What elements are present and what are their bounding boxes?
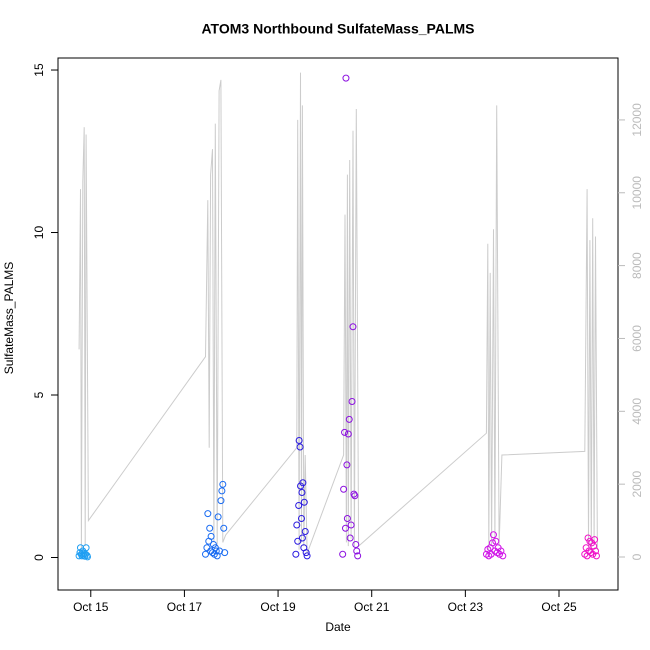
x-axis-label: Date [325,620,351,634]
data-point [497,547,505,555]
data-point [206,524,214,532]
data-point [341,524,349,532]
y-axis-label: SulfateMass_PALMS [2,262,16,375]
data-point [590,542,598,550]
x-tick-label: Oct 23 [448,600,484,614]
data-point [492,537,500,545]
x-tick-label: Oct 15 [73,600,109,614]
y-tick-label: 15 [32,63,46,77]
data-point [300,498,308,506]
data-point [295,502,303,510]
data-point [83,553,91,561]
y2-tick-label: 2000 [630,470,644,497]
x-tick-label: Oct 19 [260,600,296,614]
data-point [212,547,220,555]
y2-tick-label: 0 [630,553,644,560]
data-point [340,485,348,493]
data-point [207,532,215,540]
data-point [219,480,227,488]
data-point [292,550,300,558]
y2-tick-label: 10000 [630,176,644,210]
data-point [295,437,303,445]
data-point [591,536,599,544]
data-point [214,513,222,521]
data-point [489,531,497,539]
data-point [294,537,302,545]
y2-tick-label: 8000 [630,252,644,279]
data-point [293,521,301,529]
data-point [343,461,351,469]
data-point [352,541,360,549]
data-point [201,550,209,558]
data-point [204,510,212,518]
x-tick-label: Oct 21 [354,600,390,614]
data-point [298,489,306,497]
data-point [346,534,354,542]
data-point [347,521,355,529]
data-point [351,492,359,500]
data-point [592,552,600,560]
data-point [298,534,306,542]
data-point [302,549,310,557]
y-tick-label: 0 [32,554,46,561]
data-point [301,528,309,536]
data-point [586,537,594,545]
data-point [220,524,228,532]
data-point [82,544,90,552]
data-point [354,552,362,560]
data-point [297,515,305,523]
data-point [349,323,357,331]
y2-tick-label: 12000 [630,103,644,137]
data-point [489,539,497,547]
data-point [344,430,352,438]
data-point [342,74,350,82]
data-point [296,443,304,451]
data-point [221,549,229,557]
x-tick-label: Oct 17 [167,600,203,614]
data-point [348,398,356,406]
data-point [353,547,361,555]
data-point [299,479,307,487]
data-point [592,547,600,555]
chart-title: ATOM3 Northbound SulfateMass_PALMS [201,21,474,37]
data-point [587,549,595,557]
data-point [303,552,311,560]
y-tick-label: 5 [32,391,46,398]
y-tick-label: 10 [32,226,46,240]
y2-tick-label: 4000 [630,398,644,425]
data-point [350,490,358,498]
x-tick-label: Oct 25 [541,600,577,614]
y2-tick-label: 6000 [630,325,644,352]
data-point [343,515,351,523]
data-point [345,415,353,423]
data-point [217,497,225,505]
data-point [218,487,226,495]
altitude-line [78,72,598,554]
data-point [499,552,507,560]
data-point [339,550,347,558]
data-point [496,550,504,558]
data-point [341,428,349,436]
